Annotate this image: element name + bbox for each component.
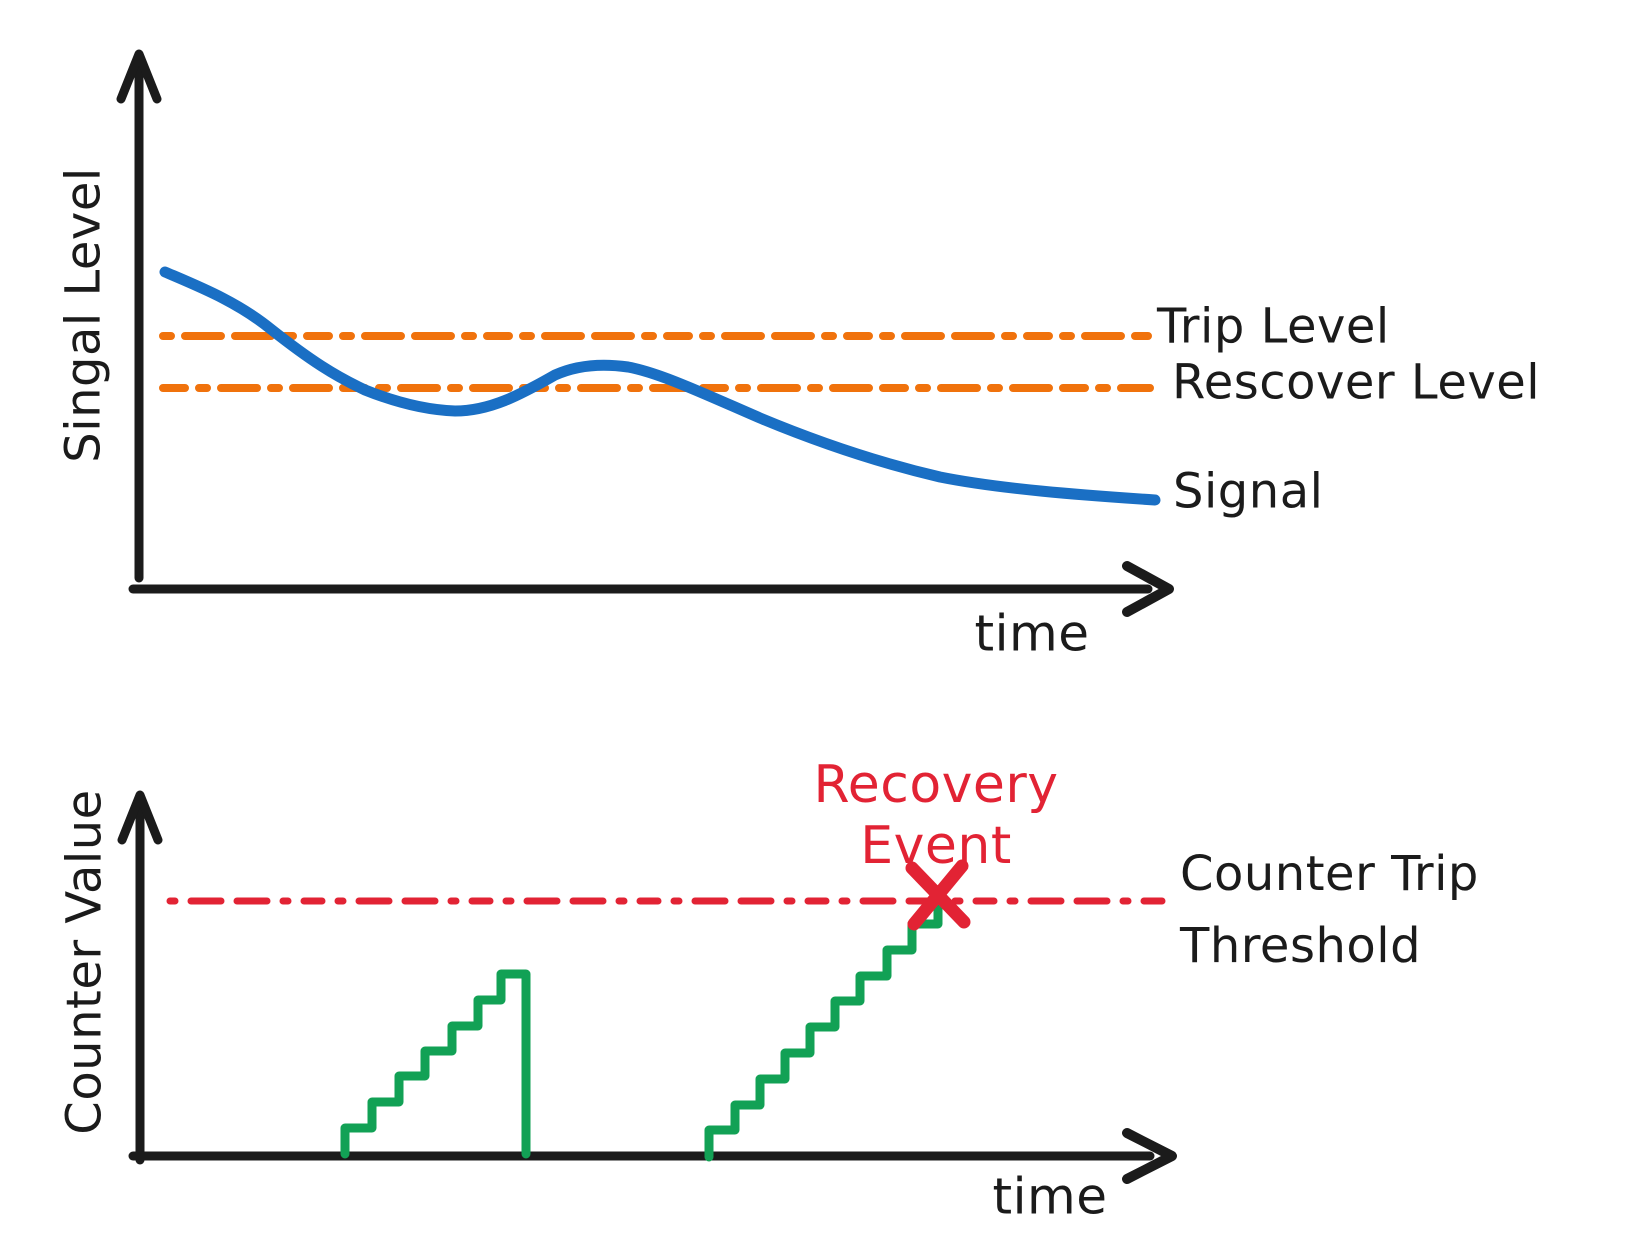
top-y-axis-label: Singal Level (55, 167, 112, 463)
bottom-x-axis-arrow-icon (1122, 1128, 1177, 1184)
counter-trip-threshold-label-line1: Counter Trip (1180, 846, 1479, 902)
counter-staircase-2 (704, 893, 943, 1162)
recovery-event-x-icon (905, 859, 971, 931)
counter-trip-threshold-label-line2: Threshold (1180, 918, 1422, 974)
recovery-event-label-line1: Recovery (813, 755, 1059, 815)
bottom-y-axis-label: Counter Value (56, 789, 113, 1135)
top-x-axis-arrow-icon (1122, 561, 1174, 617)
bottom-x-axis-label: time (992, 1167, 1108, 1226)
top-y-axis-arrow-icon (116, 49, 162, 104)
bottom-y-axis-arrow-icon (117, 790, 163, 845)
trip-level-label: Trip Level (1157, 298, 1390, 355)
recover-level-label: Rescover Level (1172, 354, 1541, 411)
recovery-event-label: Recovery Event (813, 755, 1058, 878)
recovery-event-label-line2: Event (860, 816, 1012, 877)
counter-staircase-1 (340, 969, 531, 1159)
signal-curve (159, 266, 1161, 506)
top-x-axis-label: time (974, 604, 1090, 663)
signal-label: Signal (1173, 463, 1324, 520)
counter-trip-threshold-label: Counter Trip Threshold (1180, 838, 1479, 982)
